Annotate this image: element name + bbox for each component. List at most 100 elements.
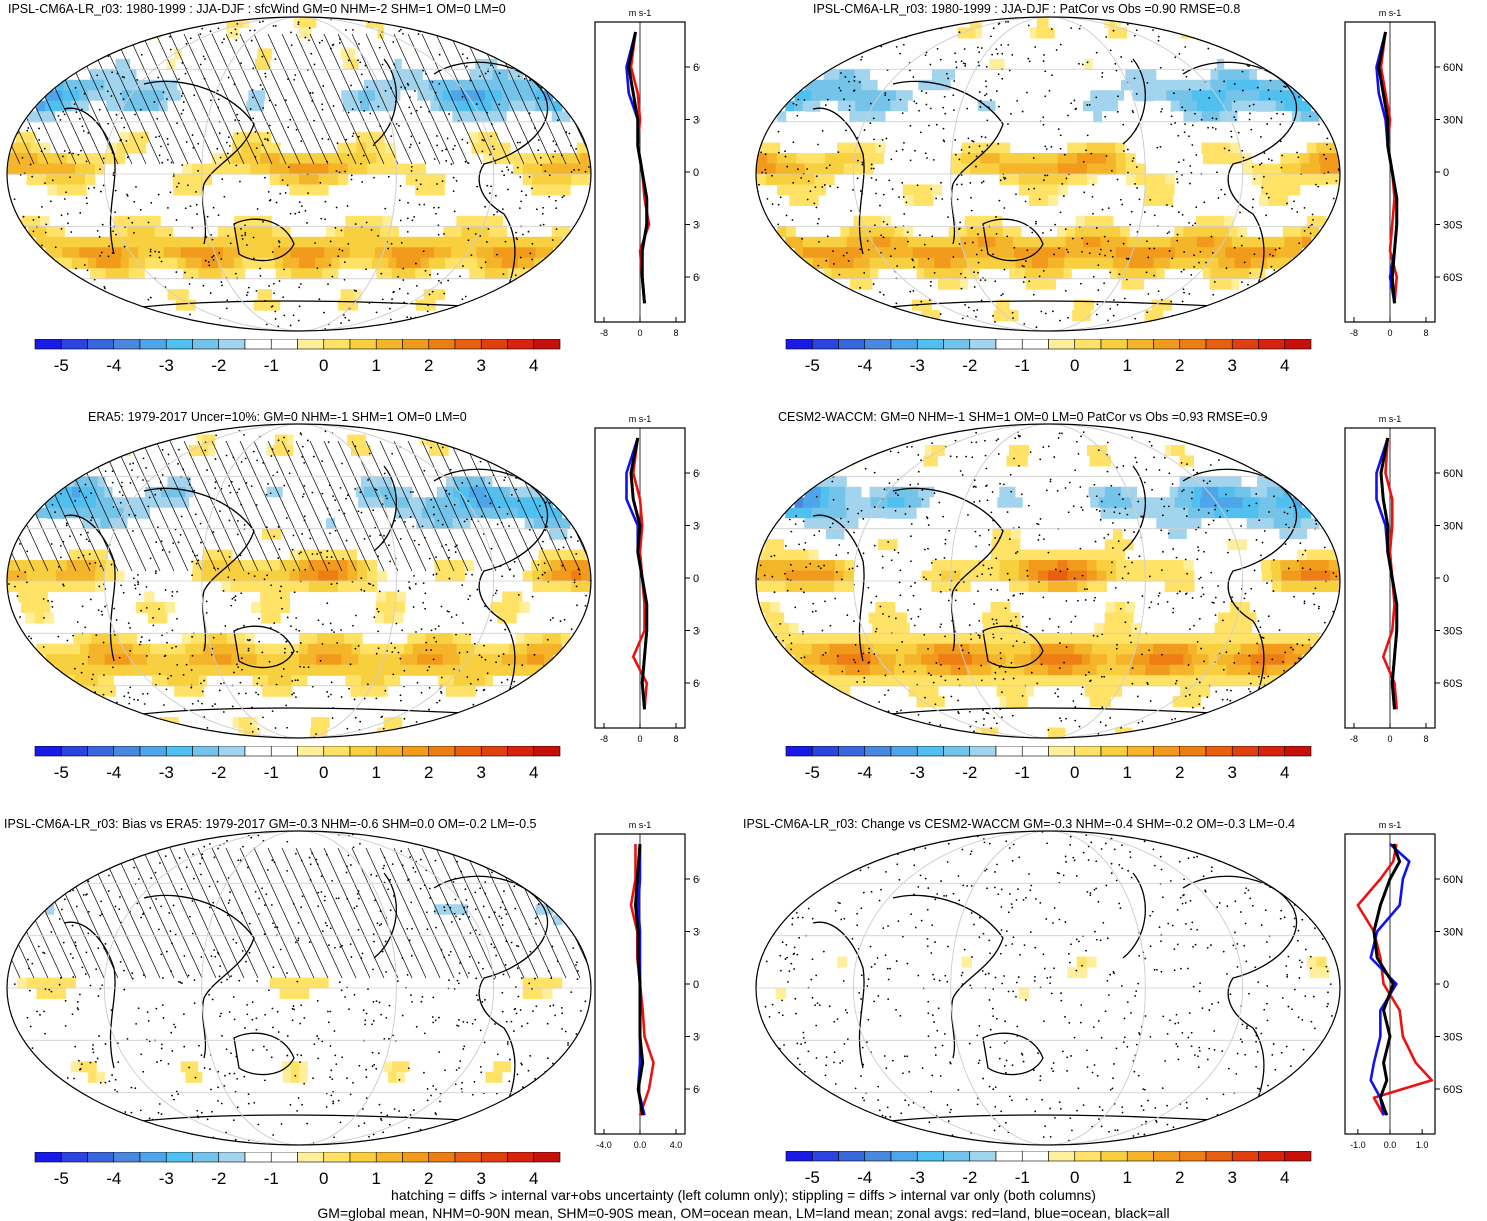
x-tick-label: 0	[1387, 328, 1392, 338]
colorbar-swatch	[114, 339, 140, 349]
colorbar-label: -5	[54, 763, 69, 782]
colorbar-swatch	[1022, 746, 1048, 756]
colorbar-swatch	[455, 339, 481, 349]
lat-tick-label: 0	[1443, 979, 1449, 991]
colorbar-label: 1	[372, 356, 381, 375]
colorbar-swatch	[403, 339, 429, 349]
colorbar-label: -4	[106, 763, 121, 782]
wind-anomaly-field	[4, 14, 594, 334]
colorbar-swatch	[1127, 746, 1153, 756]
map-panel-2	[753, 14, 1343, 334]
colorbar-label: 4	[1280, 763, 1289, 782]
colorbar-label: 4	[529, 763, 538, 782]
colorbar-label: 3	[477, 763, 486, 782]
colorbar-swatch	[508, 746, 534, 756]
x-tick-label: 0	[637, 328, 642, 338]
colorbar-swatch	[114, 746, 140, 756]
lat-tick-label: 60S	[693, 272, 700, 284]
x-tick-label: -8	[1350, 734, 1358, 744]
lat-tick-label: 30S	[1443, 626, 1463, 638]
x-tick-label: 8	[1423, 734, 1428, 744]
colorbar-swatch	[193, 1152, 219, 1162]
colorbar-label: 1	[1123, 1168, 1132, 1187]
colorbar-swatch	[193, 339, 219, 349]
colorbar-swatch	[219, 1152, 245, 1162]
colorbar-label: -1	[1015, 763, 1030, 782]
colorbar-swatch	[166, 1152, 192, 1162]
colorbar-label: -1	[1015, 1168, 1030, 1187]
colorbar-swatch	[298, 1152, 324, 1162]
colorbar-swatch	[917, 746, 943, 756]
lat-tick-label: 60N	[693, 62, 700, 74]
lat-tick-label: 60S	[693, 1084, 700, 1096]
colorbar-swatch	[1232, 339, 1258, 349]
colorbar-swatch	[865, 339, 891, 349]
lat-tick-label: 30N	[693, 115, 700, 127]
colorbar-label: -3	[910, 763, 925, 782]
colorbar-label: 1	[372, 763, 381, 782]
colorbar-swatch	[996, 1151, 1022, 1161]
x-tick-label: 0.0	[634, 1140, 647, 1150]
footer-note-hatching: hatching = diffs > internal var+obs unce…	[0, 1187, 1487, 1203]
colorbar-swatch	[1180, 1151, 1206, 1161]
x-tick-label: -8	[600, 734, 608, 744]
colorbar-swatch	[944, 746, 970, 756]
lat-tick-label: 60N	[693, 468, 700, 480]
colorbar-label: -1	[264, 1169, 279, 1188]
colorbar-swatch	[839, 1151, 865, 1161]
wind-anomaly-field	[753, 421, 1343, 741]
map-panel-3	[4, 421, 594, 741]
colorbar-swatch	[403, 1152, 429, 1162]
colorbar-swatch	[1075, 1151, 1101, 1161]
colorbar-swatch	[298, 746, 324, 756]
lat-tick-label: 0	[693, 979, 699, 991]
lat-tick-label: 60S	[1443, 678, 1463, 690]
colorbar-label: 2	[424, 1169, 433, 1188]
colorbar-swatch	[996, 746, 1022, 756]
colorbar-swatch	[944, 339, 970, 349]
colorbar-2: -5-4-3-2-1012345	[781, 339, 1316, 383]
colorbar-swatch	[865, 746, 891, 756]
colorbar-label: -3	[910, 1168, 925, 1187]
colorbar-swatch	[88, 1152, 114, 1162]
x-tick-label: 8	[1423, 328, 1428, 338]
colorbar-label: 3	[1228, 356, 1237, 375]
colorbar-label: -5	[54, 356, 69, 375]
zonal-unit-label: m s-1	[629, 820, 652, 830]
colorbar-swatch	[1075, 339, 1101, 349]
zonal-unit-label: m s-1	[629, 8, 652, 18]
colorbar-swatch	[140, 339, 166, 349]
zonal-unit-label: m s-1	[629, 414, 652, 424]
colorbar-swatch	[1206, 1151, 1232, 1161]
colorbar-swatch	[1075, 746, 1101, 756]
colorbar-swatch	[376, 746, 402, 756]
colorbar-label: -1	[264, 356, 279, 375]
lat-tick-label: 0	[1443, 167, 1449, 179]
colorbar-swatch	[891, 1151, 917, 1161]
colorbar-swatch	[166, 339, 192, 349]
colorbar-swatch	[534, 339, 560, 349]
colorbar-swatch	[1049, 746, 1075, 756]
colorbar-swatch	[1259, 746, 1285, 756]
colorbar-swatch	[1232, 1151, 1258, 1161]
colorbar-label: 2	[1175, 763, 1184, 782]
colorbar-swatch	[271, 339, 297, 349]
colorbar-swatch	[219, 746, 245, 756]
colorbar-swatch	[88, 339, 114, 349]
colorbar-swatch	[786, 1151, 812, 1161]
colorbar-swatch	[1232, 746, 1258, 756]
colorbar-label: 0	[1070, 1168, 1079, 1187]
colorbar-label: 3	[477, 1169, 486, 1188]
colorbar-swatch	[1180, 339, 1206, 349]
colorbar-swatch	[1049, 1151, 1075, 1161]
colorbar-swatch	[812, 339, 838, 349]
colorbar-label: 1	[372, 1169, 381, 1188]
colorbar-swatch	[1206, 746, 1232, 756]
x-tick-label: 0	[637, 734, 642, 744]
colorbar-swatch	[455, 746, 481, 756]
colorbar-swatch	[812, 746, 838, 756]
x-tick-label: 1.0	[1416, 1140, 1429, 1150]
colorbar-swatch	[1285, 746, 1311, 756]
